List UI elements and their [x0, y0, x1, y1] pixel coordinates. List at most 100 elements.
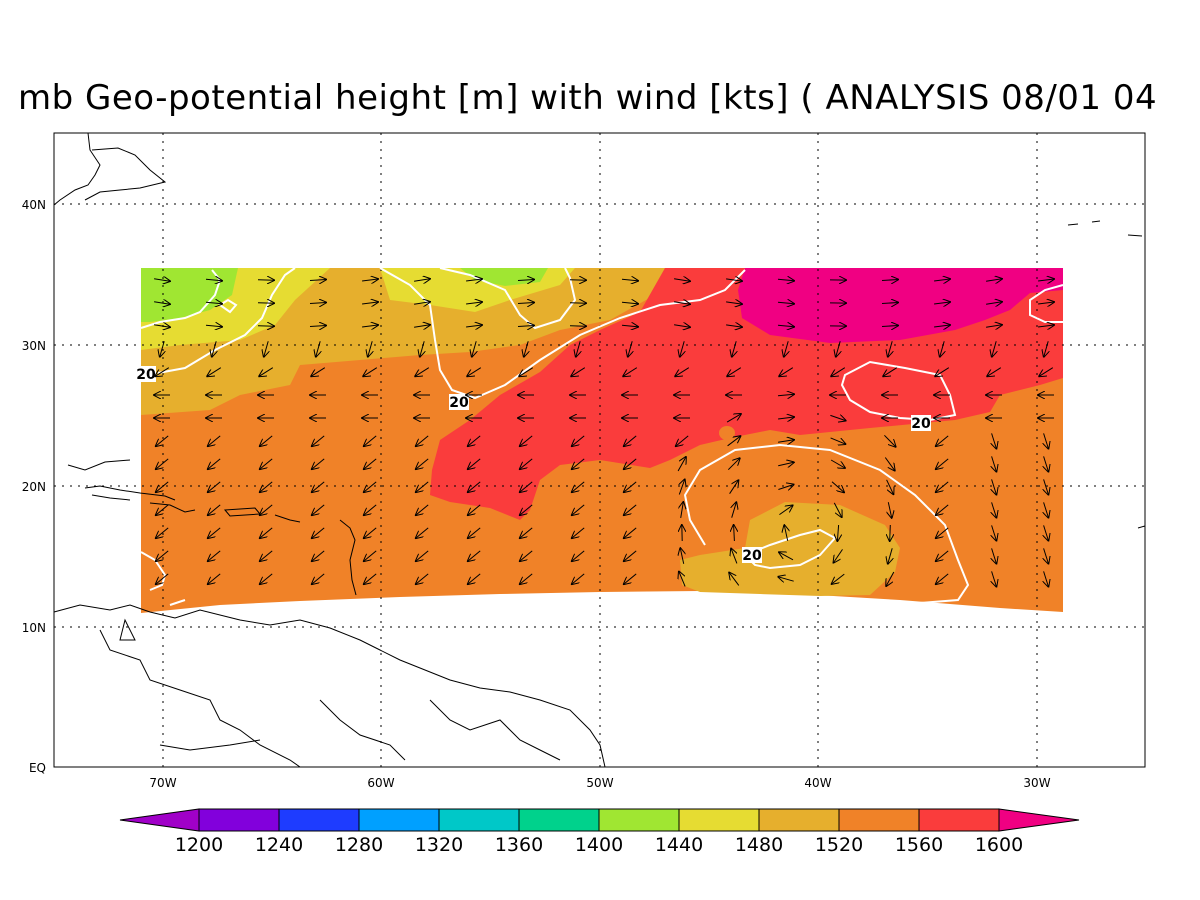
wind-arrow [416, 527, 429, 538]
wind-arrow [260, 527, 273, 538]
wind-arrow [572, 504, 585, 515]
wind-arrow [260, 481, 273, 492]
wind-arrow [778, 440, 794, 442]
wind-arrow [986, 279, 1002, 281]
wind-arrow [621, 325, 638, 327]
wind-arrow [154, 302, 170, 304]
wind-arrow [830, 459, 845, 468]
wind-arrow [520, 481, 533, 492]
colorbar-label: 1400 [575, 834, 623, 856]
wind-arrow [312, 573, 325, 584]
wind-arrow [414, 279, 430, 281]
wind-arrow [156, 550, 169, 561]
colorbar-label: 1520 [815, 834, 863, 856]
wind-arrow [416, 458, 429, 469]
wind-arrow [362, 302, 378, 304]
colorbar-swatch [278, 808, 360, 832]
wind-arrow [888, 341, 892, 356]
wind-arrow [936, 550, 949, 561]
atlantic-islands [1067, 220, 1146, 529]
wind-arrow [936, 504, 949, 515]
wind-arrow [936, 573, 949, 584]
wind-arrow [777, 325, 794, 327]
wind-arrow [934, 325, 950, 327]
wind-arrow [208, 458, 221, 469]
wind-arrow [312, 458, 325, 469]
wind-arrow [992, 502, 997, 517]
wind-arrow [784, 525, 787, 541]
lat-label-20n: 20N [22, 480, 46, 494]
wind-arrow [1044, 502, 1049, 517]
wind-arrow [260, 458, 273, 469]
height-shade-above [738, 268, 1063, 343]
wind-arrow [888, 502, 891, 518]
wind-arrow [675, 367, 690, 377]
wind-arrow [831, 481, 844, 493]
contour-labels: 20 20 20 20 [136, 366, 931, 564]
wind-arrow [992, 341, 996, 356]
wind-arrow [886, 479, 894, 494]
colorbar-label: 1440 [655, 834, 703, 856]
wind-arrow [726, 279, 742, 281]
wind-arrow [831, 367, 846, 377]
wind-arrow [1038, 302, 1054, 304]
wind-arrow [420, 341, 424, 356]
wind-arrow [309, 303, 326, 304]
wind-arrow [833, 502, 841, 517]
wind-arrow [628, 341, 632, 356]
wind-arrow [156, 481, 169, 492]
wind-arrow [1044, 525, 1049, 540]
wind-arrow [726, 302, 742, 304]
wind-arrow [520, 504, 533, 515]
wind-arrow [466, 279, 482, 281]
wind-arrow [572, 435, 585, 446]
lat-label-eq: EQ [29, 761, 46, 775]
wind-arrow [621, 279, 638, 281]
wind-arrow [881, 303, 898, 304]
wind-arrow [734, 525, 735, 542]
colorbar-label: 1320 [415, 834, 463, 856]
wind-arrow [468, 504, 481, 515]
wind-arrow [986, 302, 1002, 304]
wind-arrow [674, 279, 690, 281]
wind-arrow [154, 325, 170, 327]
wind-arrow [881, 326, 898, 327]
wind-arrow [363, 367, 378, 377]
map-title: mb Geo-potential height [m] with wind [k… [18, 78, 1158, 118]
wind-arrow [624, 435, 637, 446]
colorbar-swatch [438, 808, 520, 832]
wind-arrow [205, 325, 222, 327]
wind-arrow [364, 504, 377, 515]
wind-arrow [779, 552, 794, 561]
south-america-coast [53, 604, 606, 768]
wind-arrow [1044, 456, 1049, 471]
wind-arrow [364, 573, 377, 584]
wind-arrow [1044, 433, 1049, 448]
wind-arrow [520, 550, 533, 561]
colorbar-swatch [838, 808, 920, 832]
colorbar-swatch [198, 808, 280, 832]
wind-arrow [415, 367, 430, 377]
lon-label-70w: 70W [149, 776, 176, 790]
wind-arrow [517, 326, 534, 327]
wind-arrow [777, 279, 794, 281]
wind-arrow [208, 550, 221, 561]
wind-arrow [517, 303, 534, 304]
lon-label-50w: 50W [586, 776, 613, 790]
wind-arrow [992, 479, 997, 494]
contour-label-1: 20 [136, 367, 156, 383]
wind-arrow [681, 502, 684, 518]
wind-arrow [468, 435, 481, 446]
wind-arrow [208, 481, 221, 492]
contour-label-4: 20 [742, 548, 762, 564]
wind-arrow [520, 573, 533, 584]
lat-label-30n: 30N [22, 339, 46, 353]
colorbar-swatch [918, 808, 1000, 832]
wind-arrow [679, 480, 684, 495]
wind-arrow [466, 302, 482, 304]
contour-label-2: 20 [449, 395, 469, 411]
wind-arrow [992, 433, 997, 448]
wind-arrow [883, 367, 898, 377]
colorbar-swatch [518, 808, 600, 832]
